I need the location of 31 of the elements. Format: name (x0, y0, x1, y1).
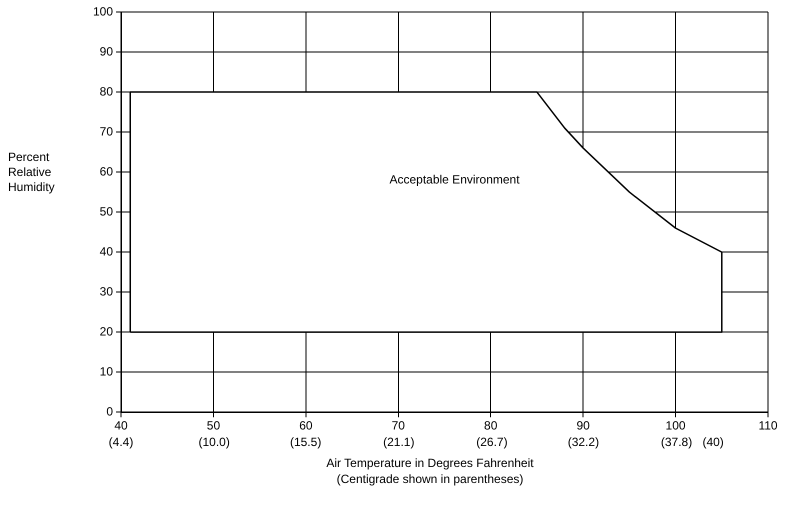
x-tick-label: 110 (758, 418, 778, 433)
y-tick-label: 90 (100, 44, 114, 58)
y-tick-label: 70 (100, 124, 114, 138)
text: (Centigrade shown in parentheses) (336, 471, 524, 487)
annotation: Acceptable Environment (389, 172, 520, 186)
x-tick-label: 40 (114, 418, 128, 433)
x-tick-label: 60 (299, 418, 313, 433)
x-axis-title: Air Temperature in Degrees Fahrenheit (325, 455, 535, 471)
y-tick-label: 80 (100, 84, 114, 98)
y-tick-label: 40 (100, 244, 114, 258)
x-tick-label: 90 (576, 418, 590, 433)
x2-tick-label: (21.1) (383, 435, 414, 450)
x2-tick-label: (10.0) (198, 435, 230, 450)
x-tick-label: 50 (206, 418, 220, 433)
x2-tick-label: (4.4) (108, 435, 134, 450)
x-tick-label: 100 (666, 418, 686, 433)
y-tick-label: 0 (106, 404, 114, 419)
x2-tick-label: (32.2) (568, 435, 600, 450)
y-tick-label: 20 (100, 324, 114, 338)
y-tick-label: 50 (100, 204, 114, 218)
x2-tick-label: (37.8) (660, 435, 692, 450)
y-tick-label: 100 (92, 4, 114, 18)
x2-tick-label: (26.7) (476, 435, 508, 450)
x2-tick-label: (15.5) (290, 435, 322, 450)
y-tick-label: 60 (100, 164, 114, 178)
x2-tick-label: (40) (702, 435, 724, 450)
y-tick-label: 30 (100, 284, 114, 298)
x-tick-label: 80 (484, 418, 498, 433)
y-tick-label: 10 (100, 364, 114, 378)
x-tick-label: 70 (392, 418, 406, 433)
y-axis-title: Percent Relative Humidity (8, 150, 56, 195)
